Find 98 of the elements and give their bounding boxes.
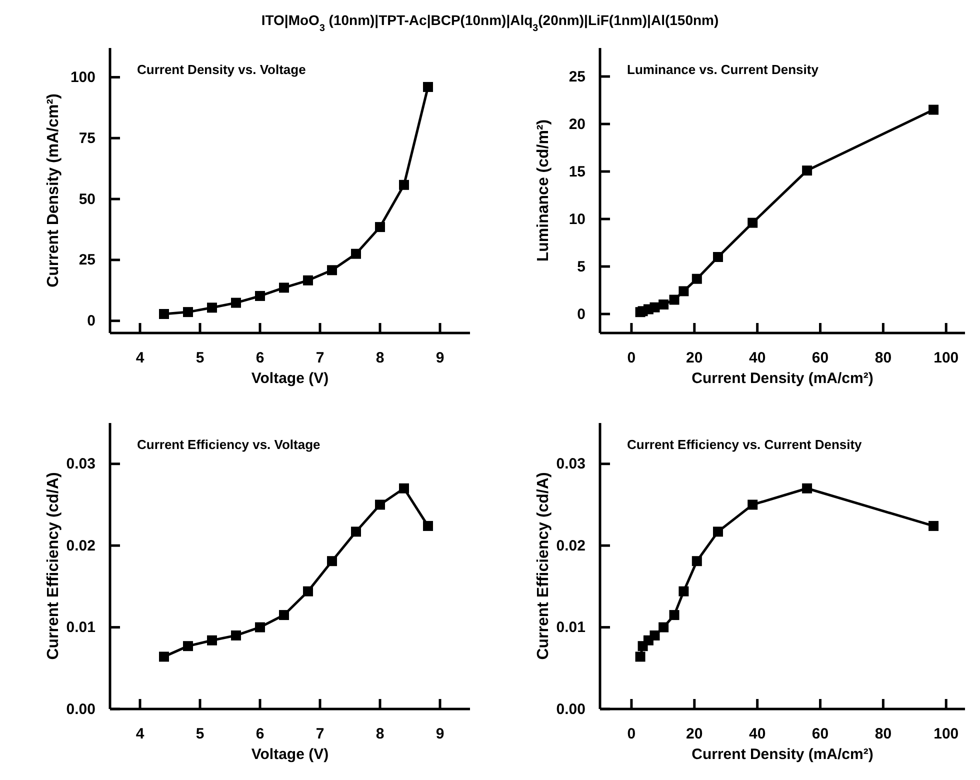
point xyxy=(678,286,689,296)
y-tick-label: 0.00 xyxy=(556,700,586,718)
point xyxy=(207,635,217,646)
x-tick-label: 5 xyxy=(196,350,204,366)
text: Current Density vs. Voltage xyxy=(137,62,306,77)
point xyxy=(303,275,313,286)
point xyxy=(692,274,702,284)
y-tick-label: 15 xyxy=(568,163,586,180)
point xyxy=(183,307,193,318)
point xyxy=(423,520,433,531)
point xyxy=(231,630,241,640)
point xyxy=(928,104,939,115)
point xyxy=(351,248,361,259)
point xyxy=(635,652,646,662)
y-tick-label: 0.03 xyxy=(66,456,96,473)
point xyxy=(669,294,680,305)
x-axis-title: Current Density (mA/cm²) xyxy=(692,746,874,763)
point xyxy=(375,222,385,232)
y-axis-title: Luminance (cd/m²) xyxy=(535,119,552,262)
point xyxy=(712,526,723,537)
y-tick-label: 0.00 xyxy=(66,700,96,718)
text: Luminance vs. Current Density xyxy=(627,62,820,77)
y-tick-label: 0 xyxy=(577,306,586,323)
point xyxy=(678,586,689,596)
point xyxy=(399,180,409,190)
point xyxy=(255,290,265,301)
x-tick-label: 20 xyxy=(686,350,703,366)
point xyxy=(255,622,265,632)
x-axis-title: Voltage (V) xyxy=(251,370,329,387)
x-tick-label: 6 xyxy=(256,726,264,742)
y-tick-label: 25 xyxy=(78,252,96,269)
x-tick-label: 9 xyxy=(436,350,444,366)
x-tick-label: 80 xyxy=(874,350,892,366)
point xyxy=(748,218,758,228)
y-tick-label: 20 xyxy=(568,116,586,133)
point xyxy=(351,526,361,537)
y-tick-label: 0 xyxy=(87,312,96,330)
point xyxy=(183,641,193,652)
point xyxy=(279,610,289,620)
point xyxy=(748,500,758,510)
y-tick-label: 10 xyxy=(568,210,586,228)
x-tick-label: 100 xyxy=(934,726,959,742)
point xyxy=(207,302,217,313)
y-tick-label: 0.02 xyxy=(66,537,96,554)
point xyxy=(159,652,169,662)
x-axis-title: Voltage (V) xyxy=(251,746,329,763)
x-tick-label: 4 xyxy=(136,726,145,742)
point xyxy=(159,309,169,319)
point xyxy=(928,520,939,531)
point xyxy=(279,282,289,293)
y-tick-label: 0.01 xyxy=(66,619,96,636)
x-tick-label: 100 xyxy=(934,350,959,366)
point xyxy=(712,252,723,262)
point xyxy=(375,500,385,510)
x-tick-label: 8 xyxy=(376,726,384,742)
x-tick-label: 7 xyxy=(316,726,324,742)
point xyxy=(650,630,660,640)
point xyxy=(327,265,337,276)
point xyxy=(423,82,433,92)
point xyxy=(303,586,313,596)
point xyxy=(658,622,669,632)
x-tick-label: 40 xyxy=(748,350,766,366)
point xyxy=(399,483,409,494)
point xyxy=(802,166,812,176)
x-tick-label: 80 xyxy=(874,726,892,742)
point xyxy=(802,483,812,494)
point xyxy=(692,556,702,566)
point xyxy=(231,298,241,308)
y-tick-label: 50 xyxy=(78,190,96,208)
text: Current Efficiency vs. Current Density xyxy=(627,437,863,452)
y-axis-title: Current Density (mA/cm²) xyxy=(45,94,62,288)
x-tick-label: 6 xyxy=(256,350,264,366)
x-tick-label: 8 xyxy=(376,350,384,366)
x-tick-label: 20 xyxy=(686,726,703,742)
x-tick-label: 0 xyxy=(627,350,636,366)
y-tick-label: 25 xyxy=(568,68,586,86)
point xyxy=(327,556,337,566)
x-tick-label: 5 xyxy=(196,726,204,742)
x-tick-label: 7 xyxy=(316,350,324,366)
text: Current Efficiency vs. Voltage xyxy=(137,437,320,452)
x-tick-label: 40 xyxy=(748,726,766,742)
x-tick-label: 0 xyxy=(627,726,636,742)
text: ITO|MoO$_{3}$ (10nm)|TPT-Ac|BCP(10nm)|Alq$_{3}$(20nm)|LiF(1nm)|Al(150nm) xyxy=(261,12,719,34)
point xyxy=(658,300,669,310)
y-axis-title: Current Efficiency (cd/A) xyxy=(45,472,62,660)
x-tick-label: 9 xyxy=(436,726,444,742)
point xyxy=(669,610,680,620)
y-axis-title: Current Efficiency (cd/A) xyxy=(535,472,552,660)
x-tick-label: 60 xyxy=(812,350,829,366)
y-tick-label: 0.03 xyxy=(556,456,586,473)
x-axis-title: Current Density (mA/cm²) xyxy=(692,370,874,387)
y-tick-label: 0.02 xyxy=(556,537,586,554)
y-tick-label: 100 xyxy=(70,69,96,86)
x-tick-label: 60 xyxy=(812,726,829,742)
y-tick-label: 75 xyxy=(78,130,96,147)
y-tick-label: 0.01 xyxy=(556,619,586,636)
y-tick-label: 5 xyxy=(577,258,586,276)
x-tick-label: 4 xyxy=(136,350,145,366)
